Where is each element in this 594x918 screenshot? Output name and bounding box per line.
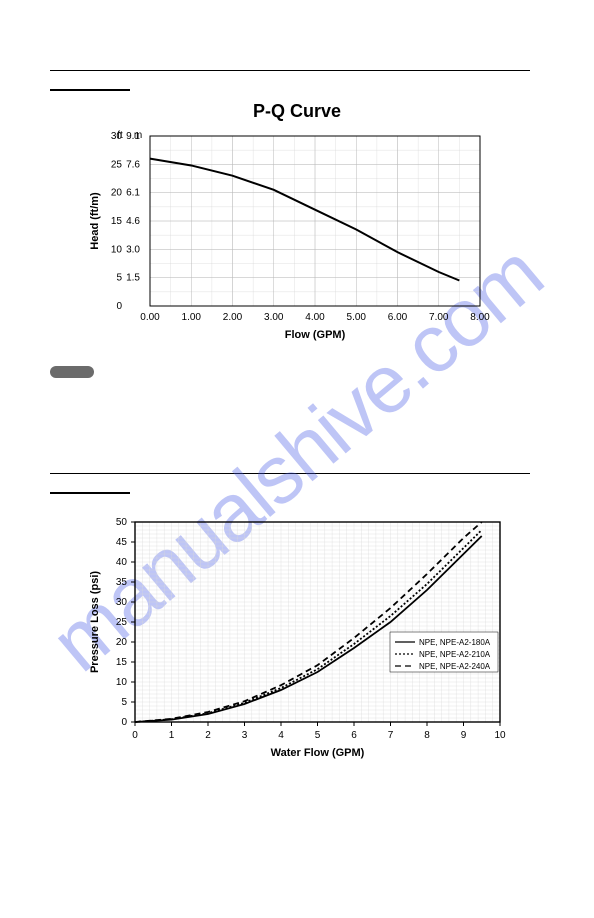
page: manualshive.com P-Q Curve 0.001.002.003.… bbox=[0, 0, 594, 918]
svg-text:Water Flow (GPM): Water Flow (GPM) bbox=[271, 747, 365, 759]
svg-text:25: 25 bbox=[116, 617, 128, 628]
svg-text:5: 5 bbox=[116, 273, 122, 284]
svg-text:25: 25 bbox=[111, 159, 123, 170]
mid-rule bbox=[50, 473, 530, 474]
svg-text:2: 2 bbox=[205, 730, 211, 741]
chart1-container: 0.00 1.00 2.00 3.00 4.00 5.00 6.00 7.00 8.00 0 5 1.… bbox=[50, 126, 544, 346]
svg-text:6: 6 bbox=[351, 730, 357, 741]
section1-rule bbox=[50, 89, 130, 91]
svg-text:10: 10 bbox=[494, 730, 506, 741]
svg-text:1.00: 1.00 bbox=[182, 312, 202, 323]
pq-curve-chart: 0.00 1.00 2.00 3.00 4.00 5.00 6.00 7.00 8.00 0 5 1.… bbox=[80, 126, 500, 346]
svg-text:1: 1 bbox=[169, 730, 175, 741]
svg-text:2.00: 2.00 bbox=[223, 312, 243, 323]
section2-rule bbox=[50, 492, 130, 494]
svg-text:7.00: 7.00 bbox=[429, 312, 449, 323]
svg-text:4.6: 4.6 bbox=[126, 216, 140, 227]
svg-text:4: 4 bbox=[278, 730, 284, 741]
chart2-container: 01234567891005101520253035404550NPE, NPE… bbox=[50, 512, 544, 762]
svg-text:Flow (GPM): Flow (GPM) bbox=[285, 329, 346, 341]
svg-text:20: 20 bbox=[111, 188, 123, 199]
svg-text:8: 8 bbox=[424, 730, 430, 741]
note-pill bbox=[50, 366, 94, 378]
svg-text:10: 10 bbox=[116, 677, 128, 688]
svg-text:30: 30 bbox=[116, 597, 128, 608]
svg-text:10: 10 bbox=[111, 244, 123, 255]
svg-text:6.1: 6.1 bbox=[126, 188, 140, 199]
svg-text:7: 7 bbox=[388, 730, 394, 741]
svg-text:0: 0 bbox=[121, 717, 127, 728]
svg-text:3.00: 3.00 bbox=[264, 312, 284, 323]
svg-text:5.00: 5.00 bbox=[347, 312, 367, 323]
svg-text:4.00: 4.00 bbox=[305, 312, 325, 323]
svg-text:Head (ft/m): Head (ft/m) bbox=[89, 192, 101, 250]
svg-text:40: 40 bbox=[116, 557, 128, 568]
svg-text:5: 5 bbox=[315, 730, 321, 741]
svg-text:50: 50 bbox=[116, 517, 128, 528]
svg-text:NPE, NPE-A2-180A: NPE, NPE-A2-180A bbox=[419, 638, 491, 647]
svg-text:ft: ft bbox=[117, 130, 123, 141]
svg-text:45: 45 bbox=[116, 537, 128, 548]
svg-text:15: 15 bbox=[116, 657, 128, 668]
svg-text:5: 5 bbox=[121, 697, 127, 708]
pressure-loss-chart: 01234567891005101520253035404550NPE, NPE… bbox=[80, 512, 520, 762]
svg-text:7.6: 7.6 bbox=[126, 159, 140, 170]
top-rule bbox=[50, 70, 530, 71]
svg-text:15: 15 bbox=[111, 216, 123, 227]
svg-text:0: 0 bbox=[132, 730, 138, 741]
svg-text:m: m bbox=[134, 130, 142, 141]
svg-text:NPE, NPE-A2-240A: NPE, NPE-A2-240A bbox=[419, 662, 491, 671]
svg-text:20: 20 bbox=[116, 637, 128, 648]
svg-text:NPE, NPE-A2-210A: NPE, NPE-A2-210A bbox=[419, 650, 491, 659]
svg-text:3: 3 bbox=[242, 730, 248, 741]
svg-text:8.00: 8.00 bbox=[470, 312, 490, 323]
svg-text:9: 9 bbox=[461, 730, 467, 741]
svg-text:0.00: 0.00 bbox=[140, 312, 160, 323]
svg-text:6.00: 6.00 bbox=[388, 312, 408, 323]
svg-text:35: 35 bbox=[116, 577, 128, 588]
svg-text:0: 0 bbox=[116, 301, 122, 312]
svg-text:Pressure Loss (psi): Pressure Loss (psi) bbox=[89, 571, 101, 673]
svg-text:3.0: 3.0 bbox=[126, 244, 140, 255]
chart1-title: P-Q Curve bbox=[50, 101, 544, 122]
svg-text:1.5: 1.5 bbox=[126, 273, 140, 284]
